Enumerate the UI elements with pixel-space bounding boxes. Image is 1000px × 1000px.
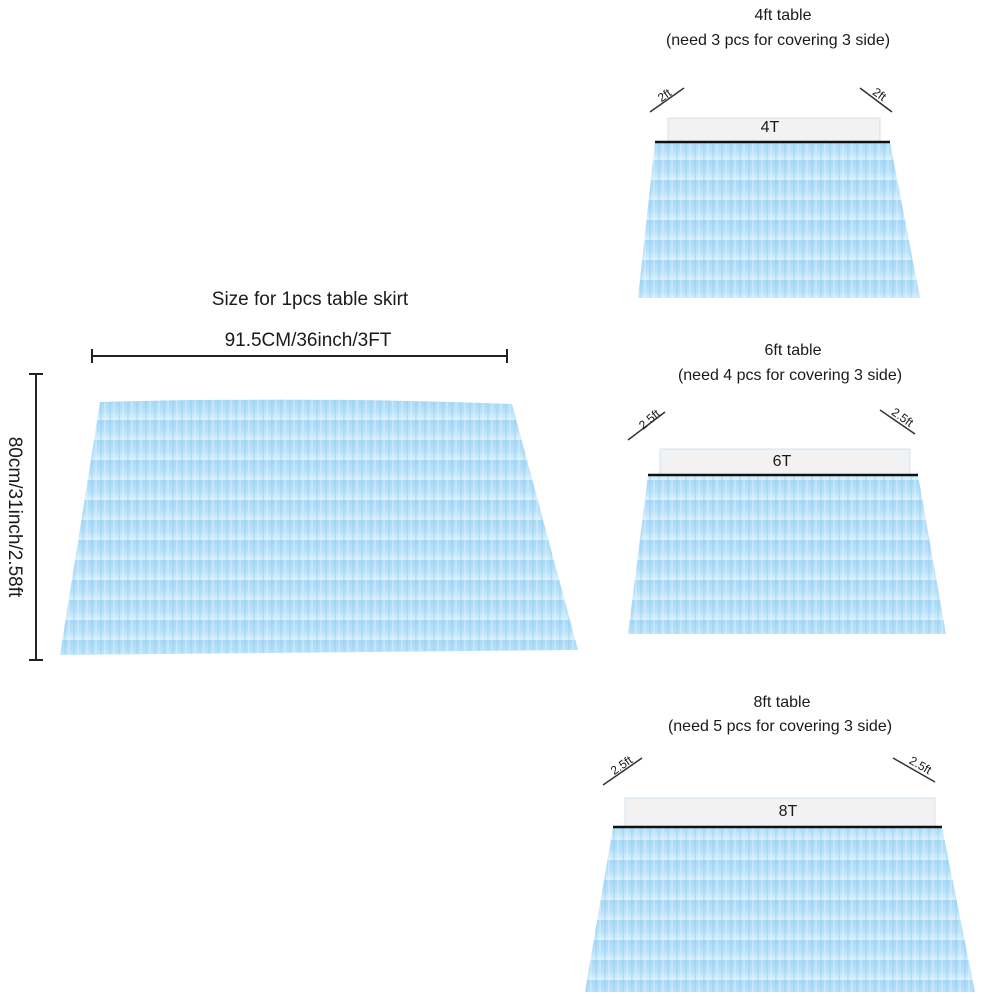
top-label: 8T [779, 803, 798, 820]
main-title: Size for 1pcs table skirt [212, 289, 409, 310]
height-label: 80cm/31inch/2.58ft [4, 437, 25, 598]
skirt-image [585, 827, 975, 992]
right-label: 2ft [870, 85, 890, 105]
table-note: (need 3 pcs for covering 3 side) [666, 32, 890, 49]
left-label: 2ft [655, 85, 675, 105]
left-label: 2.5ft [636, 406, 663, 432]
top-label: 4T [761, 119, 780, 136]
width-label: 91.5CM/36inch/3FT [225, 330, 392, 351]
table-top [659, 448, 911, 476]
top-label: 6T [773, 453, 792, 470]
table-title: 6ft table [765, 342, 822, 359]
table-top [667, 117, 881, 143]
side-mark [892, 757, 936, 783]
skirt-image [60, 399, 578, 655]
table-title: 4ft table [755, 7, 812, 24]
table-8ft: 8ft table (need 5 pcs for covering 3 sid… [585, 694, 975, 992]
table-4ft: 4ft table (need 3 pcs for covering 3 sid… [638, 7, 920, 298]
side-mark [879, 409, 916, 435]
skirt-image [628, 475, 946, 634]
left-label: 2.5ft [608, 753, 636, 778]
skirt-image [638, 142, 920, 298]
side-mark [859, 87, 893, 113]
side-mark [627, 411, 666, 441]
table-note: (need 5 pcs for covering 3 side) [668, 718, 892, 735]
table-note: (need 4 pcs for covering 3 side) [678, 367, 902, 384]
side-mark [649, 87, 685, 113]
table-title: 8ft table [754, 694, 811, 711]
table-6ft: 6ft table (need 4 pcs for covering 3 sid… [627, 342, 946, 634]
main-skirt: Size for 1pcs table skirt 91.5CM/36inch/… [4, 289, 578, 661]
table-top [624, 797, 936, 828]
side-mark [602, 757, 643, 786]
